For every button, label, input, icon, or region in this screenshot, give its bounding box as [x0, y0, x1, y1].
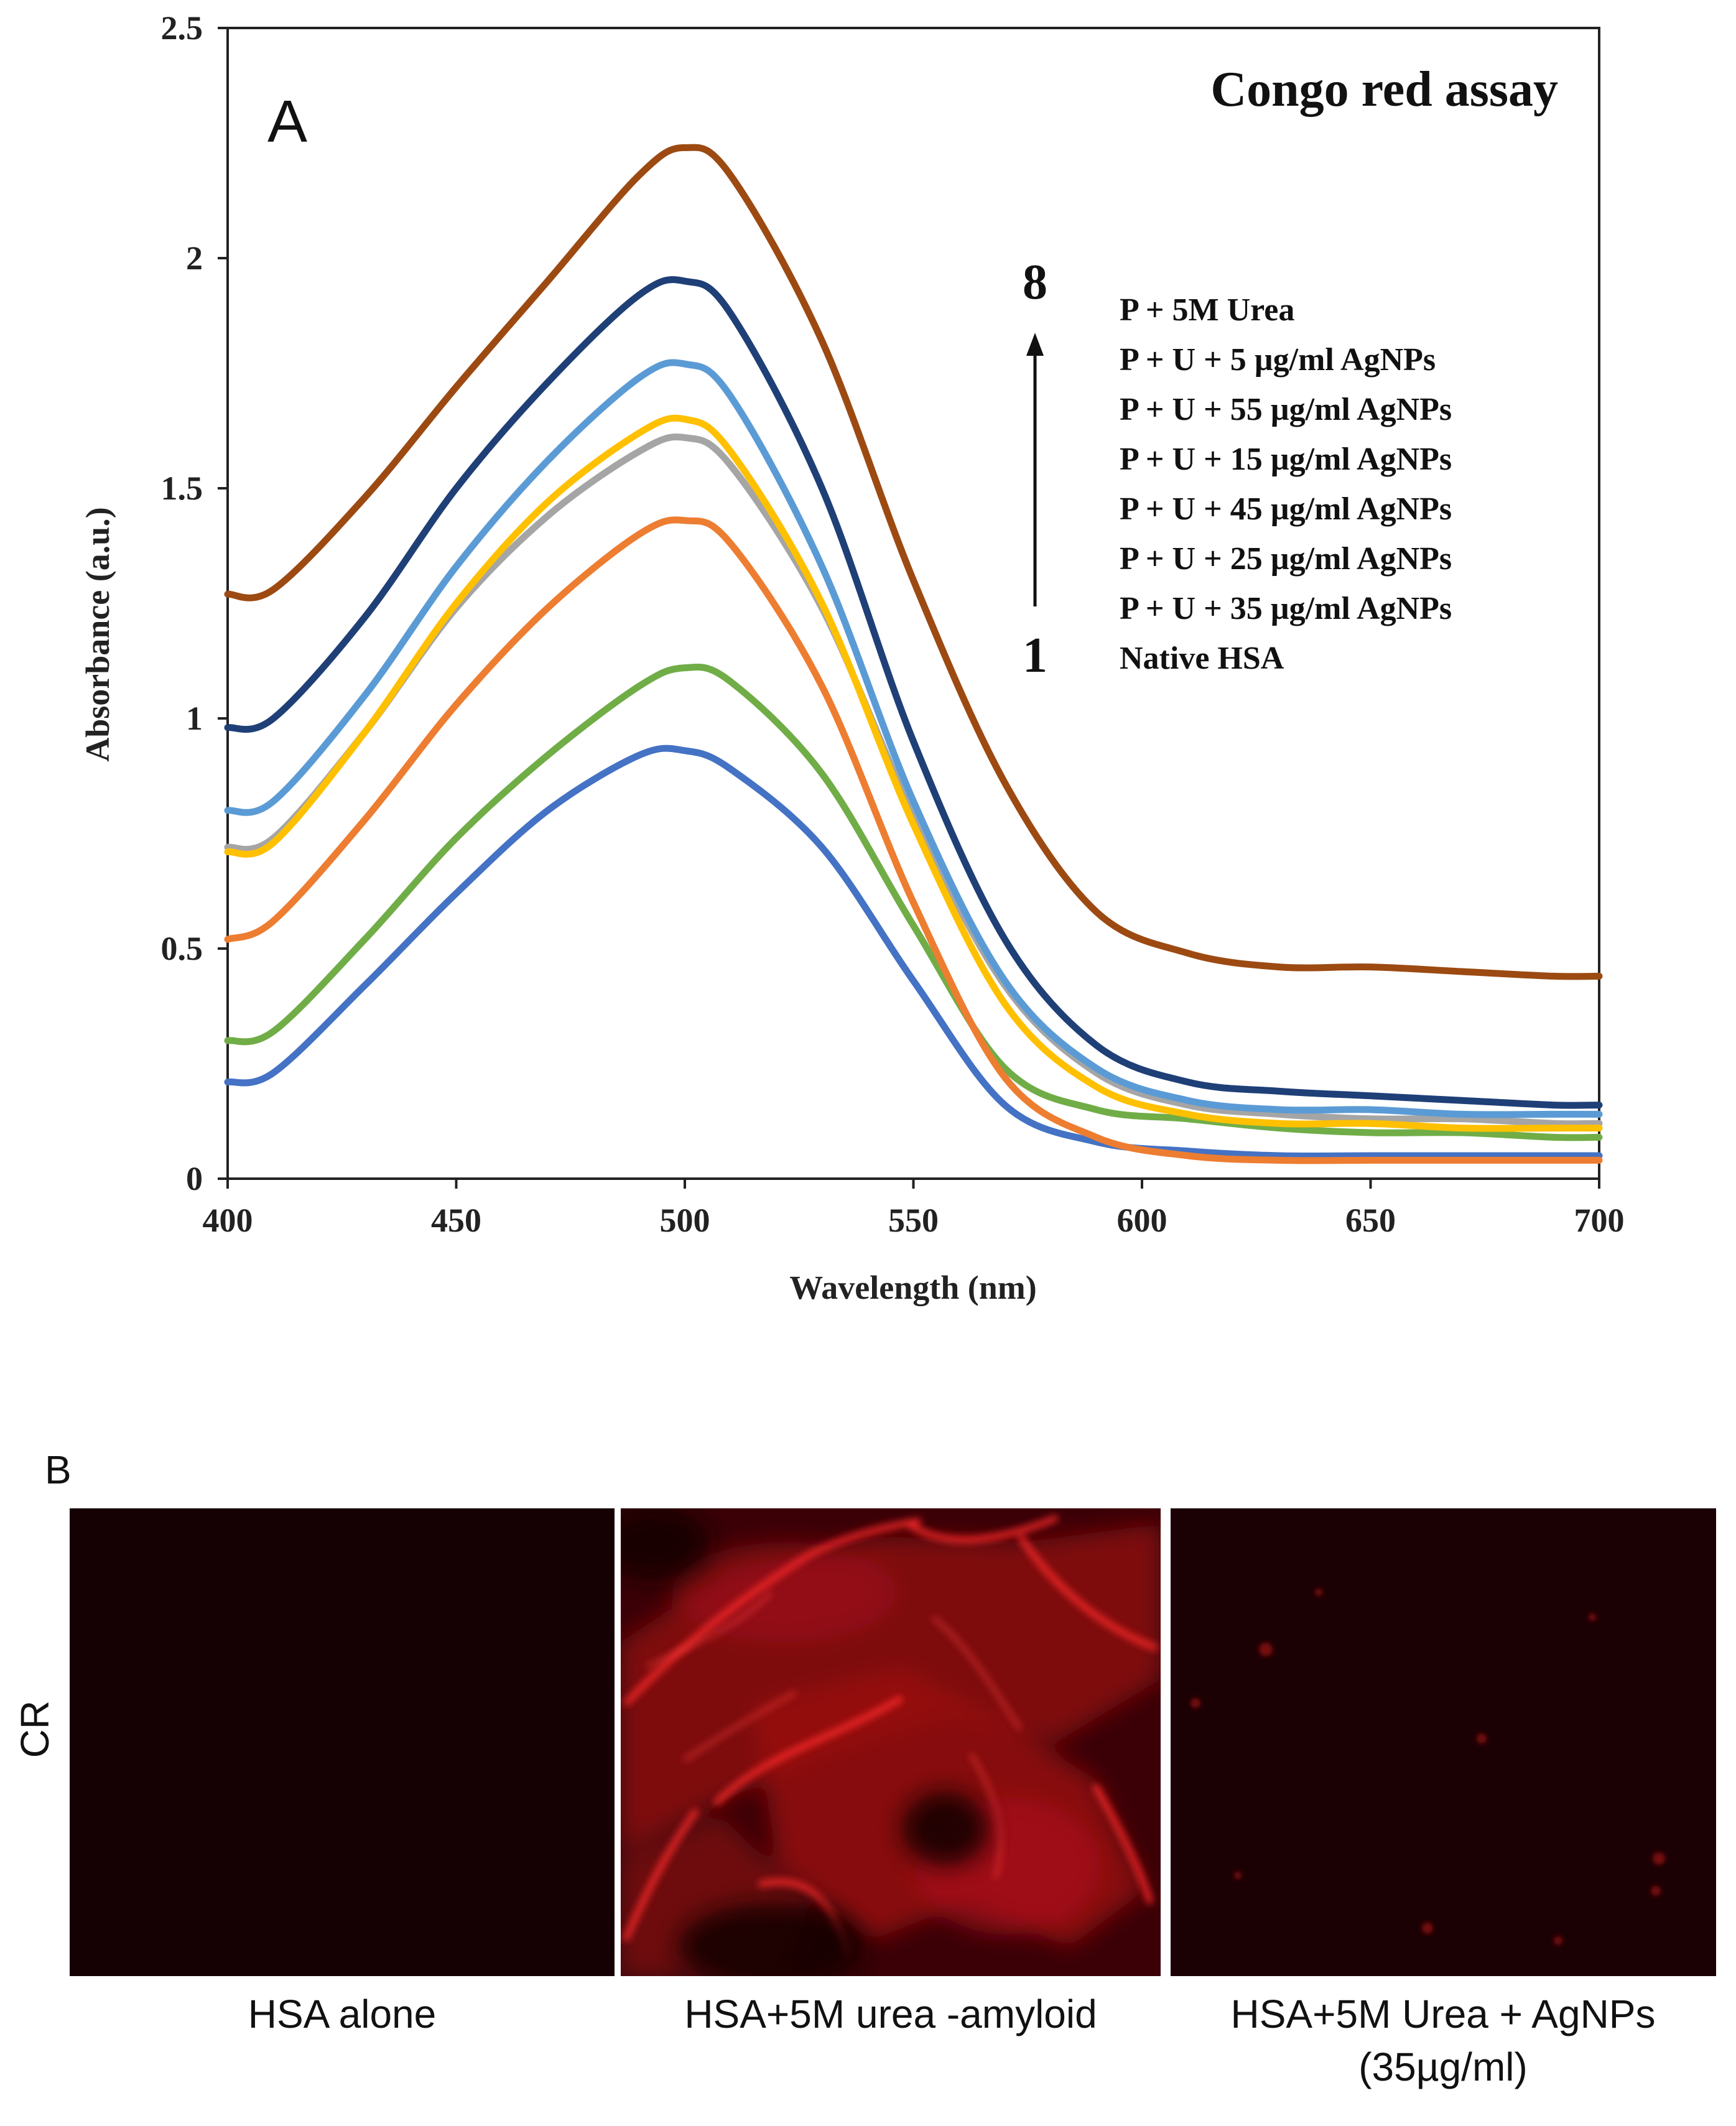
- series-line-p-u-25-g-ml-agnps: [224, 516, 1603, 1164]
- row-label-cr: CR: [12, 1701, 57, 1758]
- micrograph-caption: HSA+5M urea -amyloid: [684, 1992, 1097, 2036]
- panel-a: A Congo red assay 0 0.5 1 1.5 2 2.5 400 450 500…: [79, 9, 1625, 1306]
- micrograph-caption: HSA+5M Urea + AgNPs: [1231, 1992, 1656, 2036]
- x-tick-label: 650: [1345, 1202, 1396, 1239]
- panel-a-label: A: [267, 88, 307, 155]
- y-tick-label: 0.5: [161, 930, 203, 967]
- x-axis: 400 450 500 550 600 650 700: [203, 1179, 1625, 1239]
- y-axis: 0 0.5 1 1.5 2 2.5: [161, 9, 228, 1197]
- series-lines: [224, 144, 1603, 1164]
- x-tick-label: 500: [660, 1202, 710, 1239]
- order-arrow-head: [1026, 333, 1044, 356]
- micrograph-caption: (35µg/ml): [1358, 2045, 1528, 2089]
- micrograph-hsa-alone: [70, 1508, 615, 1976]
- micrograph-hsa-urea-agnps: [1171, 1508, 1716, 1976]
- y-tick-label: 1.5: [161, 470, 203, 507]
- series-line-p-5m-urea: [224, 144, 1603, 980]
- micrograph-hsa-urea-amyloid: [621, 1508, 1161, 1976]
- legend-entry: P + U + 55 µg/ml AgNPs: [1120, 392, 1452, 427]
- series-line-native-hsa: [224, 745, 1603, 1160]
- micrograph-caption: HSA alone: [248, 1992, 436, 2036]
- x-tick-label: 450: [431, 1202, 481, 1239]
- x-tick-label: 400: [203, 1202, 253, 1239]
- legend-entry: P + U + 45 µg/ml AgNPs: [1120, 491, 1452, 527]
- legend: 8 1 P + 5M Urea P + U + 5 µg/ml AgNPs P + …: [1023, 255, 1452, 683]
- y-tick-label: 0: [186, 1160, 203, 1197]
- legend-entry: P + U + 35 µg/ml AgNPs: [1120, 591, 1452, 626]
- series-line-p-u-55-g-ml-agnps: [224, 359, 1603, 1118]
- y-tick-label: 2.5: [161, 9, 203, 47]
- legend-entry: P + U + 15 µg/ml AgNPs: [1120, 442, 1452, 477]
- x-tick-label: 700: [1574, 1202, 1625, 1239]
- panel-b-label: B: [45, 1447, 72, 1492]
- y-axis-title: Absorbance (a.u.): [79, 507, 116, 762]
- series-line-p-u-15-g-ml-agnps: [224, 414, 1603, 1132]
- order-mark-top: 8: [1023, 255, 1047, 310]
- legend-entry: P + 5M Urea: [1120, 292, 1294, 328]
- y-tick-label: 2: [186, 239, 203, 277]
- x-axis-title: Wavelength (nm): [789, 1269, 1037, 1306]
- order-mark-bottom: 1: [1023, 628, 1047, 683]
- legend-entry: P + U + 5 µg/ml AgNPs: [1120, 342, 1436, 378]
- panel-b: B CR: [12, 1447, 1716, 2089]
- legend-entry: P + U + 25 µg/ml AgNPs: [1120, 541, 1452, 577]
- captions: HSA alone HSA+5M urea -amyloid HSA+5M Urea…: [248, 1992, 1656, 2089]
- y-tick-label: 1: [186, 700, 203, 737]
- x-tick-label: 550: [888, 1202, 939, 1239]
- chart-title: Congo red assay: [1210, 62, 1558, 117]
- x-tick-label: 600: [1117, 1202, 1167, 1239]
- series-line-p-u-35-g-ml-agnps: [224, 664, 1603, 1141]
- series-line-p-u-5-g-ml-agnps: [224, 276, 1603, 1109]
- legend-entry: Native HSA: [1120, 641, 1284, 676]
